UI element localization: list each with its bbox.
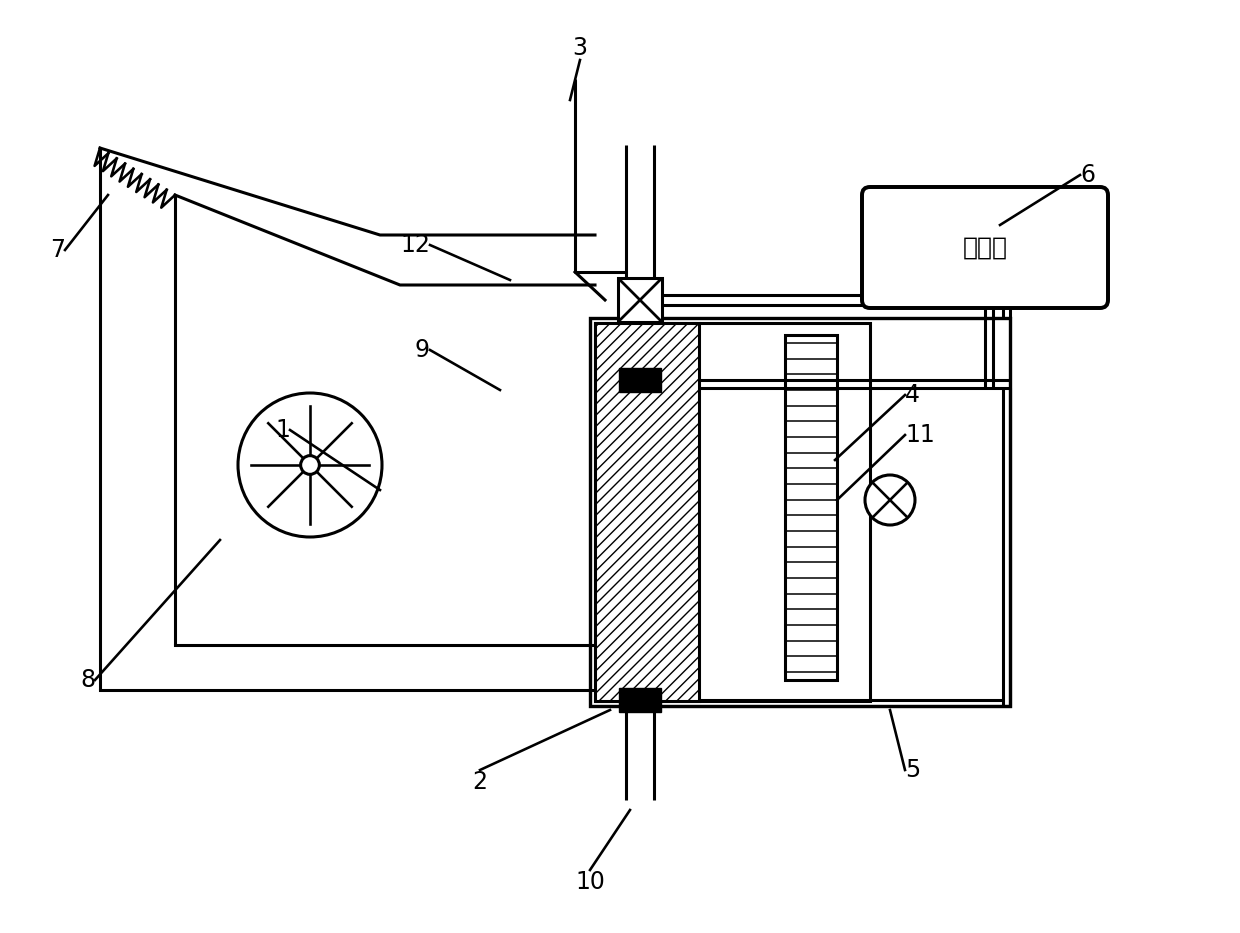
Bar: [618, 278, 662, 322]
Text: 2: 2: [472, 770, 487, 794]
Circle shape: [300, 455, 320, 474]
Bar: [619, 688, 661, 712]
Bar: [590, 318, 1011, 706]
Text: 7: 7: [50, 238, 64, 262]
FancyBboxPatch shape: [862, 187, 1109, 308]
Bar: [595, 323, 699, 701]
Bar: [595, 323, 870, 701]
Text: 10: 10: [575, 870, 605, 894]
Text: 4: 4: [905, 383, 920, 407]
Text: 5: 5: [905, 758, 920, 782]
Bar: [785, 335, 837, 680]
Text: 9: 9: [415, 338, 430, 362]
Text: 6: 6: [1080, 163, 1095, 187]
Circle shape: [866, 475, 915, 525]
Text: 11: 11: [905, 423, 935, 447]
Text: 控制器: 控制器: [962, 235, 1007, 259]
Text: 1: 1: [275, 418, 290, 442]
Text: 12: 12: [401, 233, 430, 257]
Circle shape: [238, 393, 382, 537]
Text: 3: 3: [573, 36, 588, 60]
Bar: [619, 368, 661, 392]
Text: 8: 8: [79, 668, 95, 692]
